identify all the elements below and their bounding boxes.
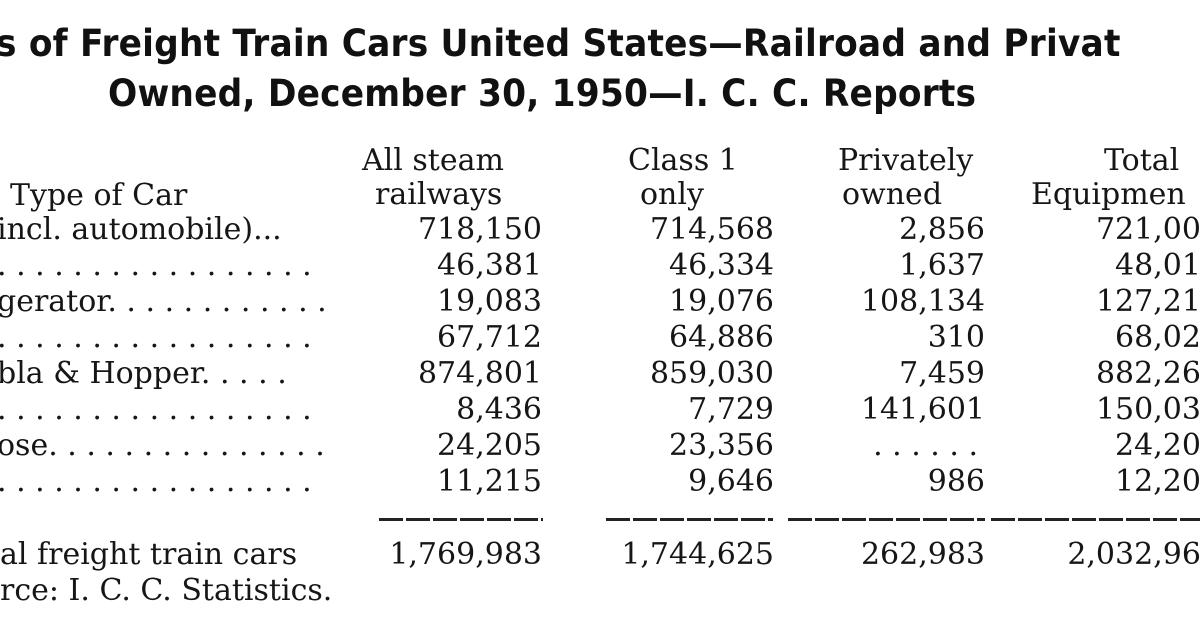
table-row-label: ose. . . . . . . . . . . . . . . xyxy=(0,428,347,464)
total-rule xyxy=(991,518,1200,521)
cell-privately-owned: 7,459 xyxy=(899,356,985,391)
row-label-text: incl. automobile) xyxy=(0,212,254,247)
cell-total-equipment: 882,260 xyxy=(1095,356,1200,391)
cell-class1: 64,886 xyxy=(669,320,774,355)
cell-all-steam: 67,712 xyxy=(437,320,542,355)
cell-privately-owned: 986 xyxy=(927,464,985,499)
dot-leader: . . . . . . . . . . . . . . . . . xyxy=(0,392,312,427)
total-rule xyxy=(788,518,985,521)
col-header-total-line2: Equipmen xyxy=(1031,177,1186,212)
col-header-all-steam-line2: railways xyxy=(375,177,503,212)
col-header-all-steam-line1: All steam xyxy=(362,143,504,178)
table-row-label: incl. automobile)... xyxy=(0,212,347,248)
total-rule xyxy=(606,518,773,521)
table-row-label: . . . . . . . . . . . . . . . . . xyxy=(0,320,347,356)
total-equipment: 2,032,966 xyxy=(1067,537,1200,572)
dot-leader: . . . . . . . . . . . . . . . . . xyxy=(0,248,312,283)
cell-privately-owned: 108,134 xyxy=(860,284,985,319)
col-header-privately-line2: owned xyxy=(842,177,943,212)
total-row-label: al freight train cars xyxy=(0,537,298,572)
cell-total-equipment: 721,006 xyxy=(1095,212,1200,247)
col-header-privately-line1: Privately xyxy=(838,143,974,178)
cell-all-steam: 8,436 xyxy=(456,392,542,427)
cell-privately-owned: 1,637 xyxy=(899,248,985,283)
cell-all-steam: 46,381 xyxy=(437,248,542,283)
cell-class1: 859,030 xyxy=(649,356,774,391)
total-all-steam: 1,769,983 xyxy=(389,537,542,572)
dot-leader: ... xyxy=(253,212,282,247)
cell-privately-owned: 310 xyxy=(927,320,985,355)
cell-all-steam: 19,083 xyxy=(437,284,542,319)
table-row-label: . . . . . . . . . . . . . . . . . xyxy=(0,248,347,284)
dot-leader: . . . . . . . . . . . . . . . . . xyxy=(0,320,312,355)
cell-class1: 19,076 xyxy=(669,284,774,319)
cell-class1: 46,334 xyxy=(669,248,774,283)
cell-total-equipment: 150,037 xyxy=(1095,392,1200,427)
table-row-label: . . . . . . . . . . . . . . . . . xyxy=(0,392,347,428)
cell-all-steam: 11,215 xyxy=(437,464,542,499)
cell-total-equipment: 48,018 xyxy=(1115,248,1200,283)
dot-leader: . . . . . . . . . . . . . . . xyxy=(48,428,325,463)
row-header-type-of-car: Type of Car xyxy=(10,178,188,213)
row-label-text: ose xyxy=(0,428,49,463)
table-row-label: . . . . . . . . . . . . . . . . . xyxy=(0,464,347,500)
cell-class1: 23,356 xyxy=(669,428,774,463)
cell-all-steam: 874,801 xyxy=(417,356,542,391)
cell-class1: 714,568 xyxy=(649,212,774,247)
total-privately-owned: 262,983 xyxy=(860,537,985,572)
cell-privately-owned: 141,601 xyxy=(860,392,985,427)
dot-leader: . . . . . xyxy=(200,356,287,391)
row-label-text: gerator xyxy=(0,284,108,319)
row-label-text: bla & Hopper xyxy=(0,356,201,391)
document-title-line-2: Owned, December 30, 1950—I. C. C. Report… xyxy=(108,72,977,115)
document-title-line-1: s of Freight Train Cars United States—Ra… xyxy=(0,22,1121,65)
total-class1: 1,744,625 xyxy=(621,537,774,572)
cell-privately-owned: 2,856 xyxy=(899,212,985,247)
table-row-label: gerator. . . . . . . . . . . . xyxy=(0,284,347,320)
cell-total-equipment: 12,201 xyxy=(1115,464,1200,499)
dot-leader: . . . . . . . . . . . . . . . . . xyxy=(0,464,312,499)
cell-total-equipment: 24,205 xyxy=(1115,428,1200,463)
col-header-total-line1: Total xyxy=(1104,143,1180,178)
dot-leader: . . . . . . . . . . . . xyxy=(107,284,327,319)
cell-all-steam: 24,205 xyxy=(437,428,542,463)
cell-total-equipment: 127,217 xyxy=(1095,284,1200,319)
cell-all-steam: 718,150 xyxy=(417,212,542,247)
cell-total-equipment: 68,022 xyxy=(1115,320,1200,355)
cell-class1: 7,729 xyxy=(688,392,774,427)
source-note: rce: I. C. C. Statistics. xyxy=(0,573,333,608)
total-rule xyxy=(379,518,543,521)
col-header-class1-line1: Class 1 xyxy=(628,143,738,178)
cell-privately-owned: . . . . . . xyxy=(873,428,978,463)
col-header-class1-line2: only xyxy=(640,177,704,212)
table-row-label: bla & Hopper. . . . . xyxy=(0,356,347,392)
cell-class1: 9,646 xyxy=(688,464,774,499)
